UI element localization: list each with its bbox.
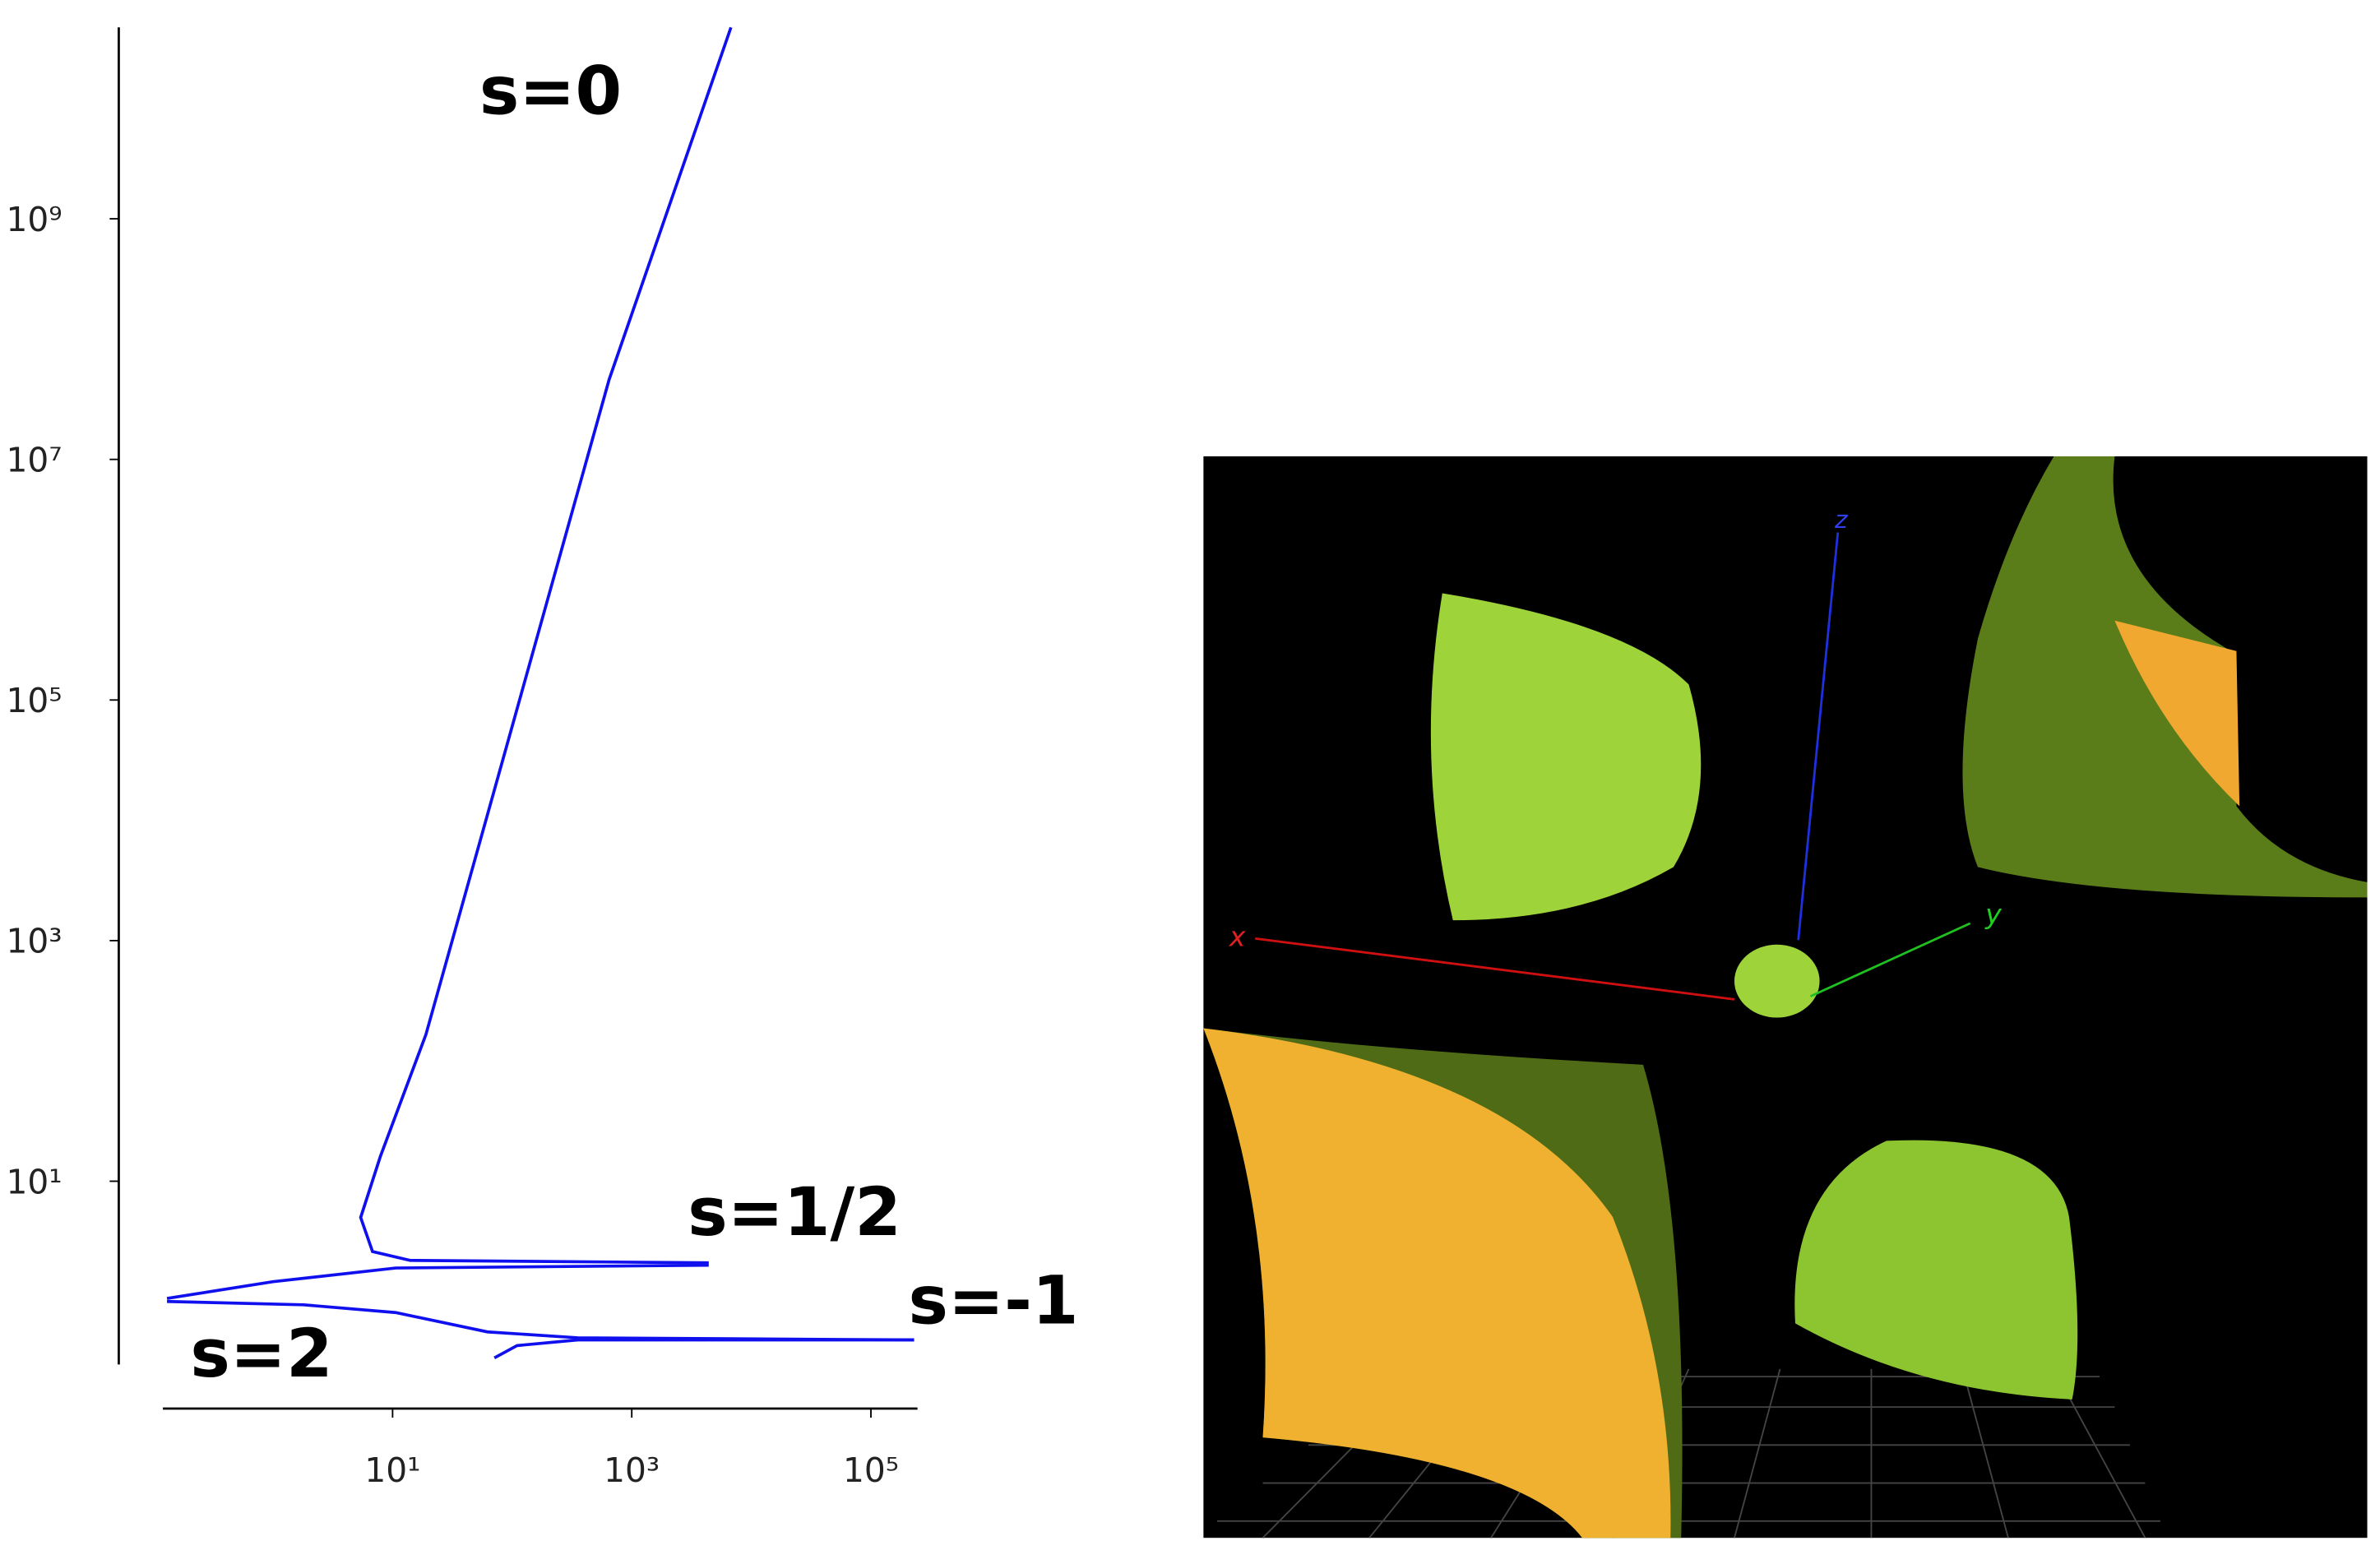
surface [2114, 620, 2240, 807]
center-surface [1734, 944, 1820, 1018]
axis-label-3d: z [1834, 506, 1849, 534]
series-label: s=2 [190, 1315, 332, 1393]
series-label: s=1/2 [688, 1173, 901, 1252]
line [167, 1299, 914, 1342]
y-tick-label: 10³ [7, 922, 63, 961]
line [359, 26, 733, 1265]
y-tick-label: 10⁷ [7, 440, 63, 479]
scene-3d: x y z [1203, 456, 2368, 1538]
x-tick-label: 10⁵ [843, 1451, 899, 1490]
series-label: s=0 [479, 53, 622, 131]
z-axis-3d [1797, 532, 1840, 941]
y-tick-label: 10⁹ [7, 200, 63, 239]
x-tick-label: 10³ [604, 1451, 660, 1490]
series-label: s=-1 [908, 1261, 1078, 1339]
y-tick-label: 10¹ [7, 1162, 63, 1201]
x-axis-3d [1255, 937, 1735, 1001]
surface [1430, 593, 1702, 921]
y-axis-3d [1809, 922, 1971, 997]
y-tick-label: 10⁵ [7, 681, 63, 720]
axis-label-3d: x [1229, 921, 1246, 953]
surface [1203, 1028, 1671, 1538]
axis-label-3d: y [1984, 898, 2003, 930]
line [493, 1338, 914, 1359]
line [166, 1263, 709, 1300]
surface [1794, 1140, 2078, 1400]
x-tick-label: 10¹ [364, 1451, 420, 1490]
